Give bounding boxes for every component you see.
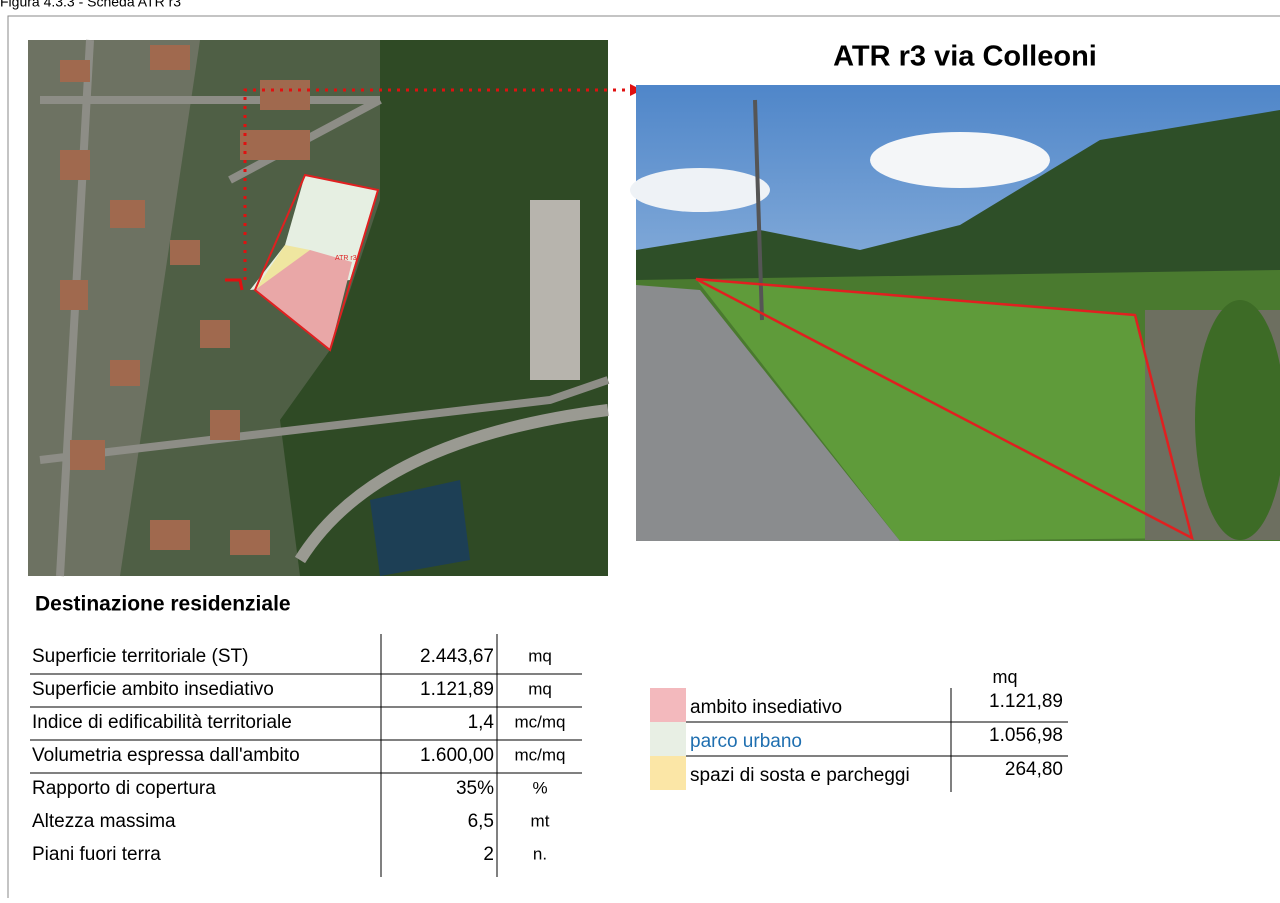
document: Figura 4.3.3 - Scheda ATR r3 ATR r3 ATR …: [0, 0, 1280, 898]
legend-label: parco urbano: [690, 731, 802, 752]
aerial-photo: ATR r3: [28, 40, 642, 576]
section-title: Destinazione residenziale: [35, 593, 291, 616]
legend-value: 1.121,89: [989, 691, 1063, 712]
row-label: Rapporto di copertura: [32, 778, 216, 799]
row-label: Indice di edificabilità territoriale: [32, 712, 292, 733]
legend-value: 1.056,98: [989, 725, 1063, 746]
legend-label: ambito insediativo: [690, 697, 842, 718]
legend-table: mq ambito insediativo 1.121,89 parco urban…: [650, 667, 1068, 792]
row-unit: mt: [531, 811, 550, 830]
row-label: Superficie ambito insediativo: [32, 679, 274, 700]
legend-swatch: [650, 722, 686, 756]
caption: Figura 4.3.3 - Scheda ATR r3: [0, 0, 181, 10]
legend-label: spazi di sosta e parcheggi: [690, 765, 910, 786]
row-value: 6,5: [468, 811, 494, 832]
legend-swatch: [650, 688, 686, 722]
row-value: 2.443,67: [420, 646, 494, 667]
page: {"caption": "Figura 4.3.3 - Scheda ATR r…: [0, 0, 1280, 898]
row-label: Piani fuori terra: [32, 844, 161, 865]
data-table: Superficie territoriale (ST) 2.443,67 mq Su…: [30, 634, 582, 877]
row-value: 35%: [456, 778, 494, 799]
row-label: Altezza massima: [32, 811, 176, 832]
row-value: 1.121,89: [420, 679, 494, 700]
legend-value: 264,80: [1005, 759, 1063, 780]
legend-unit: mq: [992, 667, 1017, 687]
row-label: Superficie territoriale (ST): [32, 646, 248, 667]
row-unit: n.: [533, 844, 547, 863]
row-value: 2: [483, 844, 494, 865]
street-photo: [630, 85, 1280, 541]
row-value: 1.600,00: [420, 745, 494, 766]
row-unit: mq: [528, 679, 552, 698]
row-unit: %: [532, 778, 547, 797]
row-unit: mc/mq: [515, 745, 566, 764]
map-label: ATR r3: [335, 255, 357, 262]
row-unit: mc/mq: [515, 712, 566, 731]
title: ATR r3 via Colleoni: [833, 41, 1097, 73]
row-value: 1,4: [468, 712, 495, 733]
row-unit: mq: [528, 646, 552, 665]
row-label: Volumetria espressa dall'ambito: [32, 745, 300, 766]
legend-swatch: [650, 756, 686, 790]
